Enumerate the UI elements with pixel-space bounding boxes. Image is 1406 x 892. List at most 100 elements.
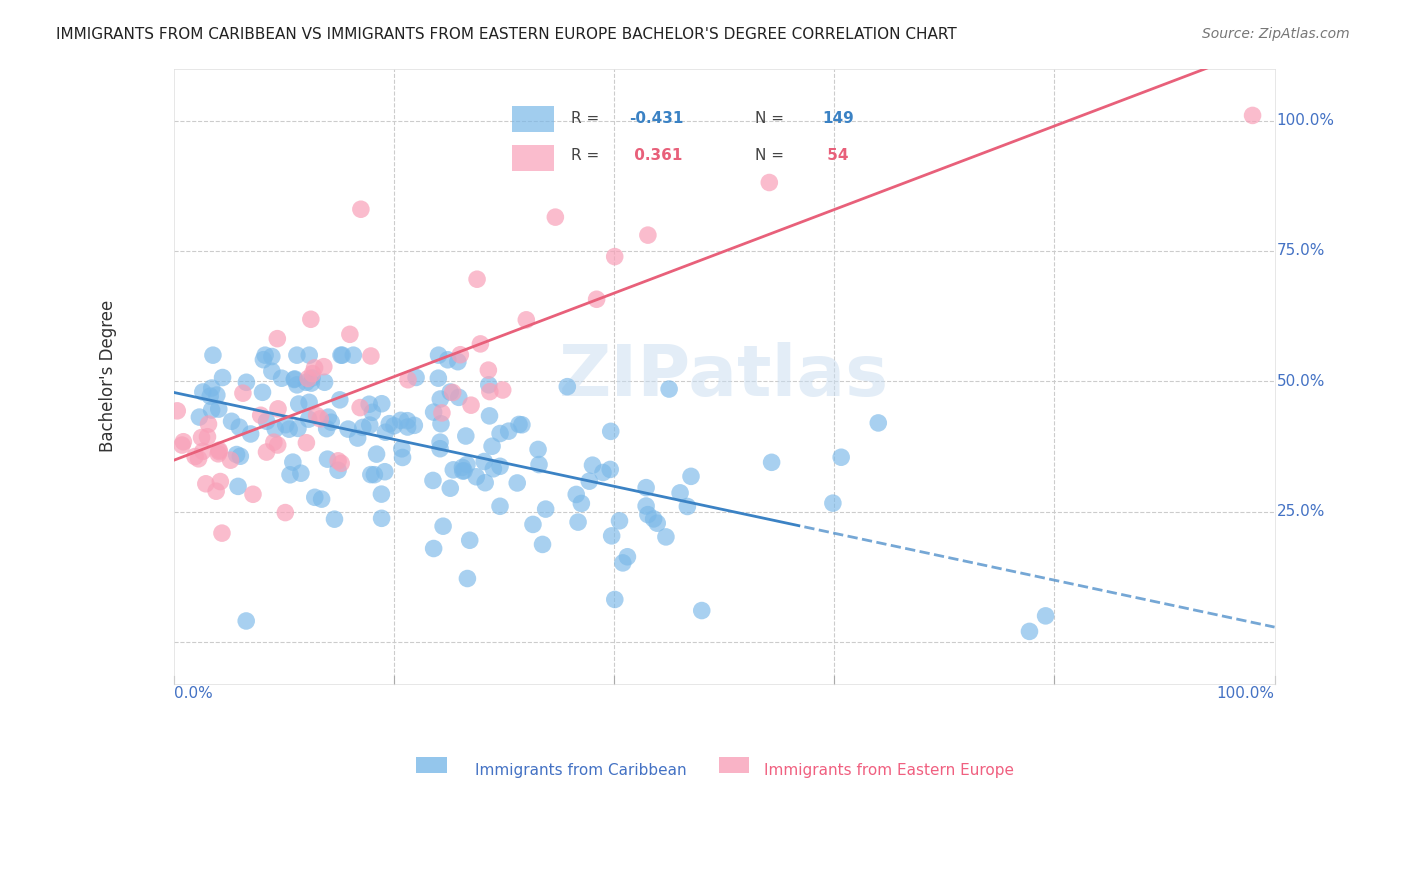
- Point: [360, 349, 382, 363]
- Point: [339, 327, 361, 342]
- Point: [636, 481, 658, 495]
- Point: [567, 515, 589, 529]
- Point: [326, 463, 349, 477]
- Point: [254, 348, 277, 362]
- Point: [298, 395, 321, 409]
- Point: [242, 487, 264, 501]
- FancyBboxPatch shape: [718, 757, 749, 772]
- Point: [404, 418, 426, 433]
- Point: [287, 421, 309, 435]
- Text: 0.0%: 0.0%: [174, 686, 212, 701]
- Point: [252, 352, 274, 367]
- Point: [235, 376, 257, 390]
- Point: [201, 381, 224, 395]
- Point: [389, 413, 412, 427]
- Point: [427, 371, 450, 385]
- Point: [197, 430, 219, 444]
- Point: [228, 420, 250, 434]
- Point: [460, 398, 482, 412]
- Point: [636, 499, 658, 513]
- Point: [643, 512, 665, 526]
- Point: [453, 464, 475, 478]
- Point: [256, 445, 278, 459]
- Point: [350, 202, 373, 217]
- Point: [312, 359, 335, 374]
- Text: Source: ZipAtlas.com: Source: ZipAtlas.com: [1202, 27, 1350, 41]
- Point: [232, 386, 254, 401]
- Point: [645, 516, 668, 531]
- Point: [439, 384, 461, 399]
- Point: [565, 487, 588, 501]
- Point: [194, 476, 217, 491]
- Point: [266, 332, 288, 346]
- Point: [285, 377, 308, 392]
- Point: [278, 467, 301, 482]
- Point: [396, 420, 419, 434]
- FancyBboxPatch shape: [416, 757, 447, 772]
- Point: [454, 429, 477, 443]
- Point: [235, 614, 257, 628]
- Point: [637, 508, 659, 522]
- Point: [330, 348, 353, 362]
- Point: [821, 496, 844, 510]
- Point: [316, 452, 339, 467]
- Point: [342, 348, 364, 362]
- Point: [219, 453, 242, 467]
- Point: [205, 484, 228, 499]
- Point: [679, 469, 702, 483]
- Point: [374, 465, 396, 479]
- Point: [474, 475, 496, 490]
- Point: [544, 210, 567, 224]
- Point: [458, 533, 481, 548]
- Point: [304, 491, 326, 505]
- Point: [287, 397, 309, 411]
- Point: [482, 462, 505, 476]
- Point: [314, 376, 336, 390]
- Point: [200, 403, 222, 417]
- Point: [489, 500, 512, 514]
- Point: [295, 435, 318, 450]
- Point: [447, 390, 470, 404]
- Point: [278, 422, 301, 436]
- Point: [301, 367, 323, 381]
- Point: [432, 519, 454, 533]
- Point: [868, 416, 890, 430]
- Point: [1018, 624, 1040, 639]
- Text: 100.0%: 100.0%: [1216, 686, 1275, 701]
- Point: [522, 517, 544, 532]
- Point: [264, 422, 287, 436]
- Point: [281, 455, 304, 469]
- Point: [478, 409, 501, 423]
- Point: [430, 406, 453, 420]
- Point: [172, 434, 194, 449]
- Point: [361, 405, 384, 419]
- Text: IMMIGRANTS FROM CARIBBEAN VS IMMIGRANTS FROM EASTERN EUROPE BACHELOR'S DEGREE CO: IMMIGRANTS FROM CARIBBEAN VS IMMIGRANTS …: [56, 27, 957, 42]
- Point: [600, 529, 623, 543]
- Point: [430, 417, 453, 431]
- Point: [441, 385, 464, 400]
- Point: [267, 438, 290, 452]
- Point: [370, 511, 392, 525]
- Text: ZIPatlas: ZIPatlas: [560, 342, 889, 410]
- Point: [225, 448, 247, 462]
- Point: [188, 410, 211, 425]
- Point: [761, 455, 783, 469]
- Point: [637, 228, 659, 243]
- Point: [270, 371, 292, 385]
- Point: [198, 389, 221, 403]
- Point: [436, 352, 458, 367]
- Point: [229, 449, 252, 463]
- Point: [382, 418, 405, 433]
- Point: [472, 454, 495, 468]
- Point: [378, 417, 401, 431]
- Point: [439, 481, 461, 495]
- Point: [211, 370, 233, 384]
- Point: [581, 458, 603, 473]
- Point: [470, 337, 492, 351]
- Point: [422, 474, 444, 488]
- Point: [449, 348, 471, 362]
- Text: Immigrants from Caribbean: Immigrants from Caribbean: [475, 764, 688, 779]
- Point: [391, 442, 413, 456]
- Point: [274, 506, 297, 520]
- Point: [370, 487, 392, 501]
